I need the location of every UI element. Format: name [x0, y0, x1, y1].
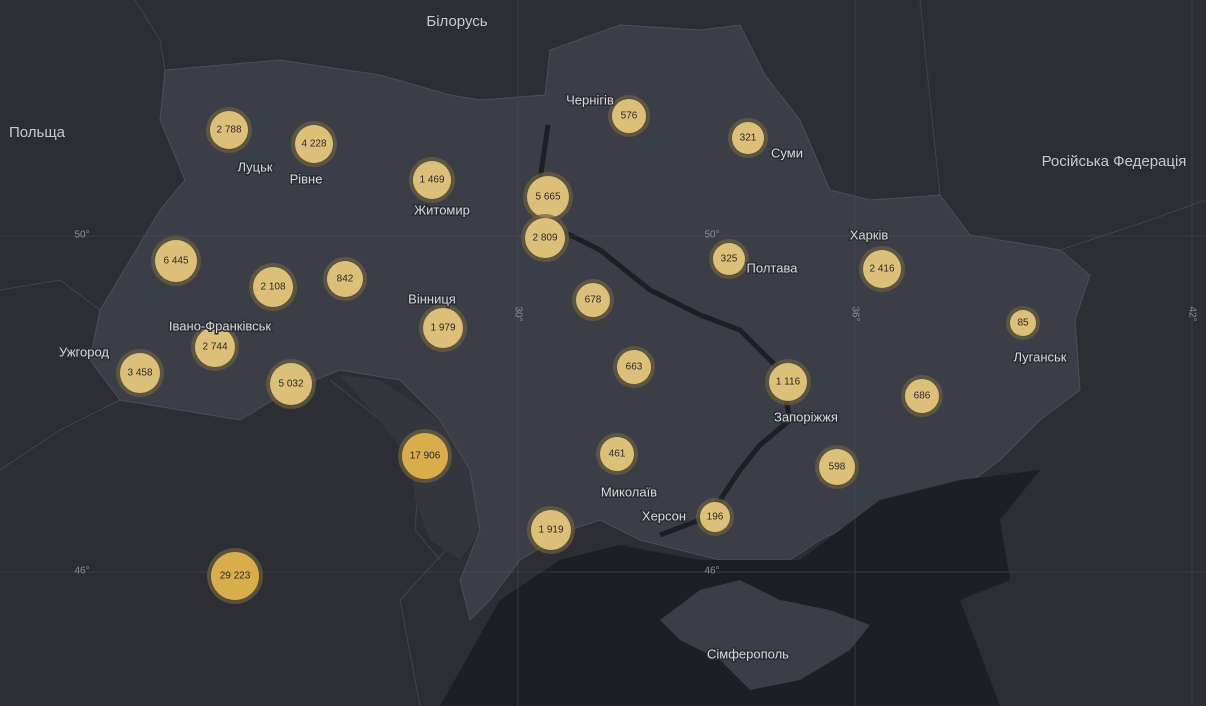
cluster-count: 5 665 — [535, 192, 560, 203]
cluster-count: 5 032 — [278, 379, 303, 390]
cluster-core — [155, 240, 197, 282]
cluster-count: 1 469 — [419, 175, 444, 186]
country-label: Білорусь — [426, 13, 487, 30]
cluster-core — [905, 379, 939, 413]
city-label: Миколаїв — [601, 484, 657, 499]
cluster-count: 6 445 — [163, 256, 188, 267]
city-label: Суми — [771, 145, 803, 160]
cluster-core — [402, 433, 448, 479]
cluster-count: 1 919 — [538, 525, 563, 536]
country-label: Польща — [9, 124, 66, 141]
cluster-core — [253, 267, 293, 307]
city-label: Івано-Франківськ — [169, 318, 271, 333]
cluster-count: 2 416 — [869, 264, 894, 275]
cluster-count: 3 458 — [127, 368, 152, 379]
country-label: Російська Федерація — [1042, 153, 1187, 170]
cluster-core — [120, 353, 160, 393]
cluster-core — [700, 502, 730, 532]
graticule-label: 50° — [704, 230, 719, 241]
city-label: Запоріжжя — [774, 409, 838, 424]
city-label: Луцьк — [237, 159, 272, 174]
cluster-core — [423, 308, 463, 348]
city-label: Чернігів — [566, 92, 614, 107]
cluster-count: 576 — [621, 111, 638, 122]
cluster-core — [527, 176, 569, 218]
graticule-label: 46° — [704, 566, 719, 577]
cluster-count: 1 116 — [776, 377, 801, 388]
cluster-count: 2 744 — [202, 342, 227, 353]
cluster-count: 2 788 — [216, 125, 241, 136]
cluster-count: 663 — [626, 362, 643, 373]
cluster-core — [210, 111, 248, 149]
city-label: Сімферополь — [707, 646, 789, 661]
cluster-count: 461 — [609, 449, 626, 460]
graticule-label: 30° — [512, 306, 523, 321]
cluster-count: 17 906 — [410, 451, 441, 462]
cluster-core — [195, 327, 235, 367]
cluster-count: 4 228 — [301, 139, 326, 150]
cluster-count: 678 — [585, 295, 602, 306]
cluster-core — [211, 552, 259, 600]
city-label: Ужгород — [59, 344, 109, 359]
cluster-core — [612, 99, 646, 133]
cluster-core — [819, 449, 855, 485]
graticule-label: 36° — [849, 306, 860, 321]
city-label: Рівне — [290, 171, 323, 186]
labels: Білорусь Польща Російська Федерація 50° 50° 4… — [7, 11, 1197, 662]
graticule-label: 42° — [1186, 306, 1197, 321]
cluster-core — [617, 350, 651, 384]
cluster-count: 598 — [829, 462, 846, 473]
cluster-count: 842 — [337, 274, 354, 285]
cluster-count: 2 108 — [260, 282, 285, 293]
cluster-core — [531, 510, 571, 550]
crimea — [660, 580, 870, 690]
city-label: Полтава — [747, 260, 799, 275]
moldova — [340, 375, 480, 560]
city-label: Херсон — [642, 508, 686, 523]
graticule-label: 46° — [74, 566, 89, 577]
city-label: Харків — [850, 227, 889, 242]
cluster-core — [413, 161, 451, 199]
cluster-core — [732, 122, 764, 154]
cluster-count: 29 223 — [220, 571, 251, 582]
cluster-core — [769, 363, 807, 401]
cluster-core — [713, 243, 745, 275]
cluster-count: 325 — [721, 254, 738, 265]
cluster-count: 321 — [740, 133, 757, 144]
city-label: Вінниця — [408, 291, 456, 306]
cluster-core — [1010, 310, 1036, 336]
cluster-core — [327, 261, 363, 297]
cluster-count: 196 — [707, 512, 724, 523]
cluster-core — [295, 125, 333, 163]
graticule-label: 50° — [74, 230, 89, 241]
cluster-count: 2 809 — [532, 233, 557, 244]
cluster-count: 1 979 — [430, 323, 455, 334]
city-label: Житомир — [414, 202, 470, 217]
cluster-core — [525, 218, 565, 258]
cluster-core — [600, 437, 634, 471]
city-label: Луганськ — [1013, 349, 1066, 364]
cluster-core — [270, 363, 312, 405]
cluster-count: 85 — [1017, 318, 1029, 329]
cluster-core — [576, 283, 610, 317]
cluster-core — [863, 250, 901, 288]
cluster-count: 686 — [914, 391, 931, 402]
